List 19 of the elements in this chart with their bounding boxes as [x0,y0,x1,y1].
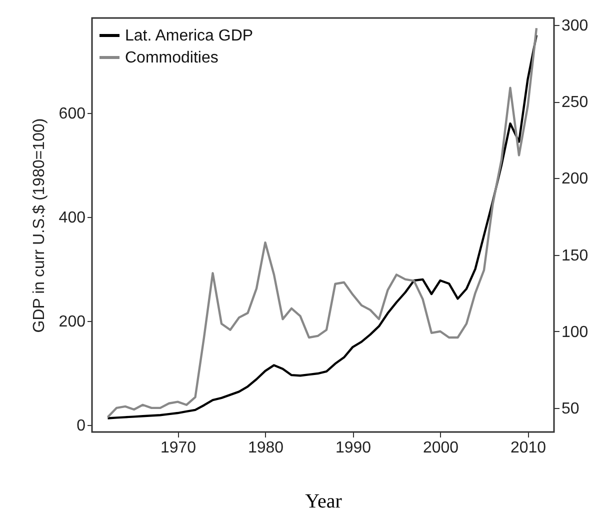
y2-tick-label: 300 [562,18,588,35]
y2-tick-label: 150 [562,247,588,264]
x-tick-label: 1970 [160,440,196,456]
legend-label: Commodities [125,50,218,66]
y2-tick-label: 50 [562,400,580,418]
y-tick-label: 200 [58,314,86,331]
x-tick-label: 2010 [510,440,546,456]
legend-label: Lat. America GDP [125,28,254,44]
y2-tick-label: 100 [562,324,588,341]
x-tick-label: 2000 [422,440,459,456]
y2-tick-label: 250 [562,94,588,112]
x-tick-label: 1990 [335,440,372,456]
x-axis-title: Year [305,490,342,512]
y-tick-label: 600 [58,106,86,123]
y-axis-title: GDP in curr U.S.$ (1980=100) [30,118,48,333]
y-tick-label: 0 [76,417,86,434]
y2-tick-label: 200 [562,170,588,188]
x-tick-label: 1980 [248,440,284,456]
y-tick-label: 400 [58,210,86,227]
